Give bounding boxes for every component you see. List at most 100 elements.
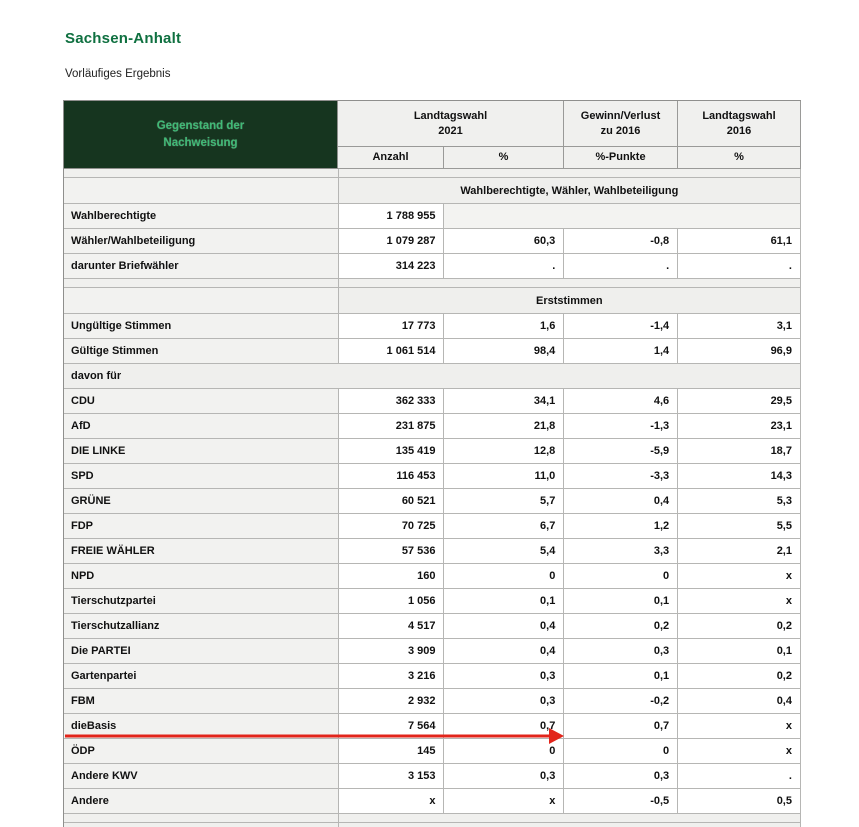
- cell-prozent-2021: 21,8: [444, 414, 565, 439]
- cell-anzahl: 135 419: [338, 439, 445, 464]
- cell-anzahl: 314 223: [338, 254, 445, 279]
- table-body: Wahlberechtigte, Wähler, Wahlbeteiligung…: [64, 169, 801, 827]
- cell-anzahl: 17 773: [338, 314, 445, 339]
- row-label: Wähler/Wahlbeteiligung: [64, 229, 339, 254]
- cell-prozent-2021: 0,7: [444, 714, 565, 739]
- cell-prozent-2021: 12,8: [444, 439, 565, 464]
- cell-prozent-2021: 34,1: [444, 389, 565, 414]
- cell-anzahl: 70 725: [338, 514, 445, 539]
- row-label: Wahlberechtigte: [64, 204, 339, 229]
- cell-prozent-2016: x: [678, 589, 801, 614]
- cell-anzahl: 3 153: [338, 764, 445, 789]
- cell-prozent-punkte: -1,4: [564, 314, 679, 339]
- cell-prozent-2016: 0,2: [678, 614, 801, 639]
- table-row: ÖDP 145 0 0 x: [64, 739, 801, 764]
- cell-prozent-2016: 29,5: [678, 389, 801, 414]
- cell-anzahl: 4 517: [338, 614, 445, 639]
- header-landtagswahl-2021: Landtagswahl 2021: [338, 101, 564, 147]
- cell-prozent-punkte: 0,3: [564, 639, 679, 664]
- row-label: Gartenpartei: [64, 664, 339, 689]
- table-row: Andere KWV 3 153 0,3 0,3.: [64, 764, 801, 789]
- cell-prozent-2021: 5,4: [444, 539, 565, 564]
- table-row: FBM 2 932 0,3 -0,2 0,4: [64, 689, 801, 714]
- cell-prozent-punkte: 1,4: [564, 339, 679, 364]
- table-row: Wähler/Wahlbeteiligung 1 079 287 60,3 -0,8 6…: [64, 229, 801, 254]
- cell-prozent-2021: 0,1: [444, 589, 565, 614]
- cell-prozent-punkte: .: [564, 254, 679, 279]
- cell-prozent-2021: .: [444, 254, 565, 279]
- row-label: FBM: [64, 689, 339, 714]
- cell-prozent-2021: 1,6: [444, 314, 565, 339]
- header-gegenstand-der-nachweisung: Gegenstand der Nachweisung: [64, 101, 338, 169]
- cell-prozent-2021: 60,3: [444, 229, 565, 254]
- row-label: FREIE WÄHLER: [64, 539, 339, 564]
- cell-prozent-punkte: -1,3: [564, 414, 679, 439]
- cell-anzahl: 1 061 514: [338, 339, 445, 364]
- row-label: Ungültige Stimmen: [64, 314, 339, 339]
- table-row: darunter Briefwähler 314 223...: [64, 254, 801, 279]
- unit-anzahl: Anzahl: [338, 147, 444, 169]
- cell-prozent-punkte: 0,1: [564, 664, 679, 689]
- cell-prozent-2016: x: [678, 564, 801, 589]
- cell-prozent-2016: x: [678, 714, 801, 739]
- page-subtitle: Vorläufiges Ergebnis: [65, 68, 171, 80]
- cell-anzahl: 2 932: [338, 689, 445, 714]
- cell-prozent-punkte: -5,9: [564, 439, 679, 464]
- table-row: CDU 362 333 34,1 4,6 29,5: [64, 389, 801, 414]
- row-label: Tierschutzallianz: [64, 614, 339, 639]
- section-row: Wahlberechtigte, Wähler, Wahlbeteiligung: [64, 178, 801, 204]
- spacer-label-cell: [64, 169, 339, 178]
- cell-prozent-2021: x: [444, 789, 565, 814]
- cell-prozent-2021: 0,4: [444, 639, 565, 664]
- merged-empty-cell: [444, 204, 801, 229]
- table-row: NPD 160 0 0 x: [64, 564, 801, 589]
- table-row: Andere x x -0,5 0,5: [64, 789, 801, 814]
- subheader-row: davon für: [64, 364, 801, 389]
- cell-prozent-punkte: 0: [564, 739, 679, 764]
- row-label: CDU: [64, 389, 339, 414]
- cell-prozent-punkte: -3,3: [564, 464, 679, 489]
- cell-anzahl: 116 453: [338, 464, 445, 489]
- row-label: Tierschutzpartei: [64, 589, 339, 614]
- cell-prozent-punkte: 0,1: [564, 589, 679, 614]
- cell-anzahl: x: [338, 789, 445, 814]
- spacer-band-cell: [338, 814, 801, 823]
- table-row: Ungültige Stimmen 17 773 1,6 -1,4 3,1: [64, 314, 801, 339]
- cell-prozent-punkte: -0,8: [564, 229, 679, 254]
- cell-anzahl: 3 909: [338, 639, 445, 664]
- cell-prozent-punkte: 0,2: [564, 614, 679, 639]
- cell-anzahl: 7 564: [338, 714, 445, 739]
- cell-anzahl: 1 788 955: [338, 204, 445, 229]
- table-row: FDP 70 725 6,7 1,2 5,5: [64, 514, 801, 539]
- header-landtagswahl-2016: Landtagswahl 2016: [678, 101, 801, 147]
- cell-prozent-2016: .: [678, 254, 801, 279]
- spacer-band-cell: [338, 279, 801, 288]
- section-label-cell: [64, 178, 339, 204]
- cell-anzahl: 3 216: [338, 664, 445, 689]
- row-label: DIE LINKE: [64, 439, 339, 464]
- section-row: Erststimmen: [64, 288, 801, 314]
- cell-prozent-2021: 0: [444, 739, 565, 764]
- table-row: AfD 231 875 21,8 -1,3 23,1: [64, 414, 801, 439]
- spacer-row: [64, 169, 801, 178]
- cell-prozent-2016: 0,1: [678, 639, 801, 664]
- cell-prozent-2021: 6,7: [444, 514, 565, 539]
- row-label: Andere KWV: [64, 764, 339, 789]
- table-row: Wahlberechtigte 1 788 955: [64, 204, 801, 229]
- header-group-row: Landtagswahl 2021 Gewinn/Verlust zu 2016…: [338, 101, 801, 147]
- table-row: FREIE WÄHLER 57 536 5,4 3,3 2,1: [64, 539, 801, 564]
- partial-row: [64, 823, 801, 827]
- row-label: ÖDP: [64, 739, 339, 764]
- cell-prozent-2016: 5,5: [678, 514, 801, 539]
- cell-prozent-2016: x: [678, 739, 801, 764]
- row-label: dieBasis: [64, 714, 339, 739]
- cell-prozent-2016: 5,3: [678, 489, 801, 514]
- cell-prozent-2016: 18,7: [678, 439, 801, 464]
- cell-prozent-2016: 2,1: [678, 539, 801, 564]
- cell-anzahl: 57 536: [338, 539, 445, 564]
- spacer-label-cell: [64, 279, 339, 288]
- table-row: Gartenpartei 3 216 0,3 0,1 0,2: [64, 664, 801, 689]
- cell-prozent-punkte: 1,2: [564, 514, 679, 539]
- unit-prozent-2016: %: [678, 147, 801, 169]
- row-label: NPD: [64, 564, 339, 589]
